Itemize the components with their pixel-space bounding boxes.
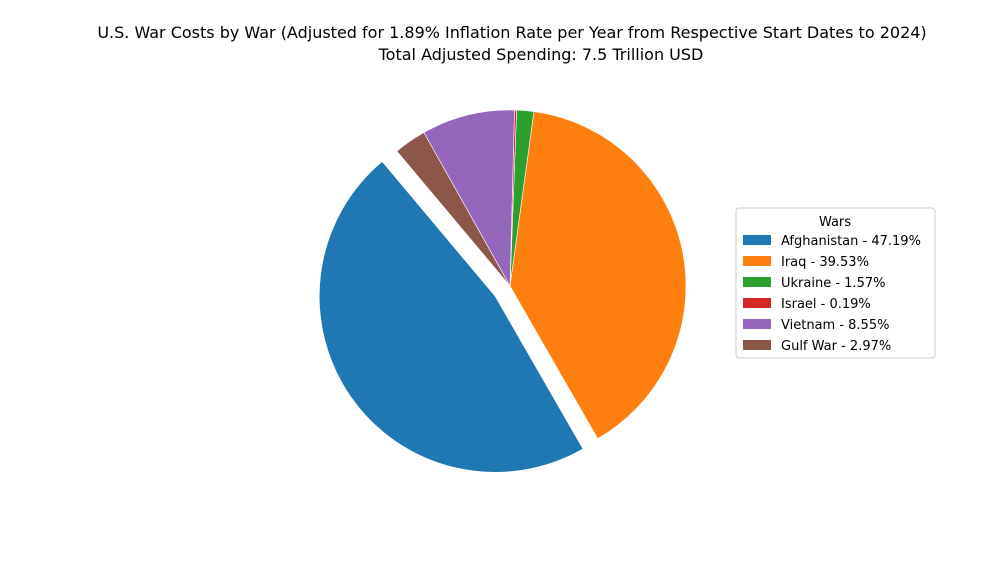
legend-swatch	[743, 235, 771, 245]
pie-slice-iraq	[509, 111, 687, 440]
chart-subtitle: Total Adjusted Spending: 7.5 Trillion US…	[378, 45, 704, 64]
legend-title: Wars	[819, 215, 851, 230]
legend-swatch	[743, 319, 771, 329]
legend-label: Ukraine - 1.57%	[781, 276, 885, 291]
legend-label: Iraq - 39.53%	[781, 255, 869, 270]
legend-swatch	[743, 298, 771, 308]
legend-swatch	[743, 256, 771, 266]
legend-swatch	[743, 340, 771, 350]
legend-label: Vietnam - 8.55%	[781, 318, 889, 333]
legend-items: Afghanistan - 47.19% Iraq - 39.53% Ukraine…	[743, 234, 921, 354]
pie-slice-afghanistan	[318, 161, 584, 473]
legend-label: Israel - 0.19%	[781, 297, 871, 312]
legend-label: Gulf War - 2.97%	[781, 339, 891, 354]
legend: Wars Afghanistan - 47.19% Iraq - 39.53% Uk…	[735, 207, 936, 359]
pie-slice-gulf-war	[396, 132, 511, 287]
legend-swatch	[743, 277, 771, 287]
chart-title: U.S. War Costs by War (Adjusted for 1.89…	[97, 23, 926, 42]
pie-slice-vietnam	[423, 109, 515, 288]
pie-slices	[318, 109, 687, 473]
legend-label: Afghanistan - 47.19%	[781, 234, 921, 249]
legend-frame	[735, 207, 936, 359]
